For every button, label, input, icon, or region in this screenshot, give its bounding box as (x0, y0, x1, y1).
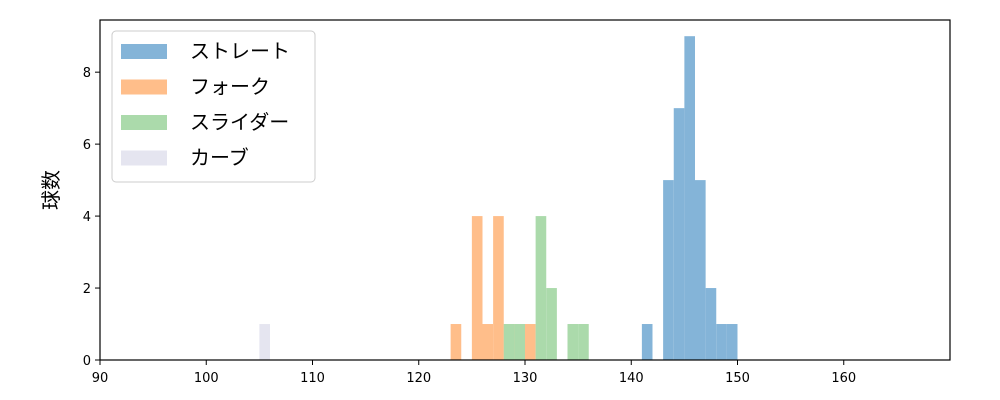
bar-series-1-bin-2 (482, 324, 494, 360)
legend-swatch (121, 115, 167, 130)
legend-label: フォーク (190, 75, 270, 99)
y-tick-label: 0 (83, 354, 91, 369)
legend-label: ストレート (190, 39, 290, 63)
y-axis: 0 2 4 6 8 (83, 66, 100, 369)
legend-label: スライダー (190, 110, 289, 134)
legend-frame (111, 30, 316, 183)
bar-series-2-bin-4 (567, 324, 579, 360)
x-tick-label: 140 (619, 371, 644, 386)
bar-series-1-bin-3 (493, 216, 504, 360)
x-tick-label: 110 (300, 371, 325, 386)
x-tick-label: 120 (406, 371, 431, 386)
x-tick-label: 90 (92, 371, 109, 386)
legend-swatch (121, 79, 167, 95)
bar-series-1-bin-0 (450, 324, 462, 360)
bar-series-2-bin-2 (535, 216, 547, 360)
bar-series-0-bin-0 (641, 324, 653, 360)
bar-series-2-bin-0 (503, 324, 515, 360)
bar-series-0-bin-1 (663, 180, 674, 360)
bar-series-0-bin-7 (726, 324, 738, 360)
y-axis-label: 球数 (39, 170, 63, 210)
bar-series-0-bin-6 (716, 324, 727, 360)
bar-series-0-bin-4 (695, 180, 706, 360)
x-tick-label: 160 (831, 371, 856, 386)
bar-series-3-bin-0 (259, 324, 270, 360)
y-tick-label: 2 (83, 282, 91, 297)
y-tick-label: 6 (83, 138, 91, 153)
bar-series-2-bin-1 (514, 324, 525, 360)
bar-series-0-bin-2 (673, 108, 685, 360)
x-tick-label: 100 (194, 371, 219, 386)
legend-label: カーブ (190, 146, 249, 170)
bar-series-2-bin-5 (578, 324, 589, 360)
legend-swatch (121, 44, 167, 59)
x-tick-label: 150 (725, 371, 750, 386)
bar-series-1-bin-5 (525, 324, 536, 360)
bar-series-1-bin-1 (471, 216, 483, 360)
bars-layer (259, 36, 738, 360)
y-tick-label: 8 (83, 66, 91, 81)
y-tick-label: 4 (83, 210, 91, 225)
x-axis: 90 100 110 120 130 140 150 160 (92, 360, 856, 386)
x-tick-label: 130 (513, 371, 538, 386)
bar-series-0-bin-3 (684, 36, 695, 360)
bar-series-0-bin-5 (705, 288, 717, 360)
bar-series-2-bin-3 (546, 288, 557, 360)
legend-swatch (121, 150, 167, 166)
